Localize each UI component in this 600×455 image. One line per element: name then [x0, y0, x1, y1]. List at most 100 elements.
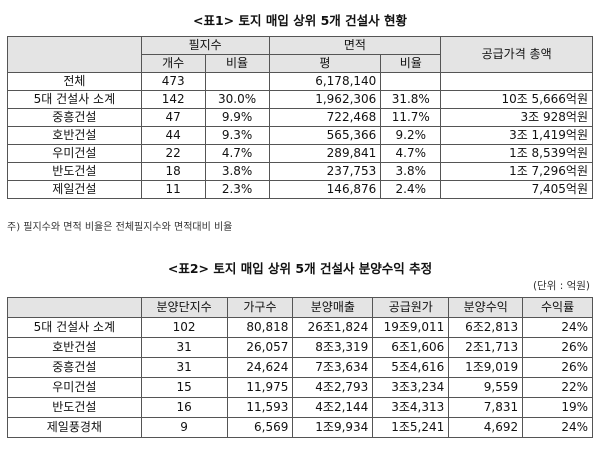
sales-cell: 4조2,144 — [292, 397, 374, 418]
table-row: 반도건설 18 3.8% 237,753 3.8% 1조 7,296억원 — [7, 162, 593, 181]
company-name-cell: 5대 건설사 소계 — [7, 317, 142, 338]
supply-price-cell: 3조 928억원 — [440, 108, 593, 127]
company-name-cell: 반도건설 — [7, 397, 142, 418]
profit-rate-cell: 26% — [522, 357, 593, 378]
parcel-ratio-cell: 9.3% — [204, 126, 270, 145]
company-name-cell: 제일건설 — [7, 180, 142, 199]
table-row: 호반건설 44 9.3% 565,366 9.2% 3조 1,419억원 — [7, 126, 593, 145]
supply-price-cell: 10조 5,666억원 — [440, 90, 593, 109]
supply-price-cell: 3조 1,419억원 — [440, 126, 593, 145]
parcel-count-cell: 473 — [140, 72, 206, 91]
header-cost: 공급원가 — [372, 297, 450, 318]
area-pyeong-cell: 146,876 — [268, 180, 382, 199]
area-pyeong-cell: 722,468 — [268, 108, 382, 127]
profit-rate-cell: 24% — [522, 417, 593, 438]
parcel-count-cell: 18 — [140, 162, 206, 181]
area-ratio-cell: 31.8% — [380, 90, 442, 109]
area-pyeong-cell: 1,962,306 — [268, 90, 382, 109]
household-count-cell: 80,818 — [226, 317, 294, 338]
profit-cell: 4,692 — [448, 417, 524, 438]
supply-price-cell: 7,405억원 — [440, 180, 593, 199]
cost-cell: 6조1,606 — [372, 337, 450, 358]
area-pyeong-cell: 6,178,140 — [268, 72, 382, 91]
household-count-cell: 11,593 — [226, 397, 294, 418]
company-name-cell: 전체 — [7, 72, 142, 91]
header-area-ratio: 비율 — [380, 54, 442, 73]
table-row: 중흥건설 47 9.9% 722,468 11.7% 3조 928억원 — [7, 108, 593, 127]
land-purchase-table: 필지수 면적 공급가격 총액 개수 비율 평 비율 전체 473 6,178,140… — [7, 36, 593, 199]
parcel-count-cell: 22 — [140, 144, 206, 163]
header-profit: 분양수익 — [448, 297, 524, 318]
table-row: 호반건설 31 26,057 8조3,319 6조1,606 2조1,713 26% — [7, 337, 593, 358]
area-pyeong-cell: 565,366 — [268, 126, 382, 145]
parcel-ratio-cell: 30.0% — [204, 90, 270, 109]
table-row: 우미건설 15 11,975 4조2,793 3조3,234 9,559 22% — [7, 377, 593, 398]
table1-title: <표1> 토지 매입 상위 5개 건설사 현황 — [193, 13, 407, 28]
company-name-cell: 제일풍경채 — [7, 417, 142, 438]
parcel-count-cell: 44 — [140, 126, 206, 145]
household-count-cell: 11,975 — [226, 377, 294, 398]
company-name-cell: 반도건설 — [7, 162, 142, 181]
unit-label: (단위 : 억원) — [532, 280, 590, 292]
parcel-count-cell: 47 — [140, 108, 206, 127]
area-ratio-cell — [380, 72, 442, 91]
header-sites: 분양단지수 — [140, 297, 228, 318]
table-row: 반도건설 16 11,593 4조2,144 3조4,313 7,831 19% — [7, 397, 593, 418]
sales-profit-table: 분양단지수 가구수 분양매출 공급원가 분양수익 수익률 5대 건설사 소계 102 80,8… — [7, 297, 593, 438]
sales-cell: 4조2,793 — [292, 377, 374, 398]
table-row: 우미건설 22 4.7% 289,841 4.7% 1조 8,539억원 — [7, 144, 593, 163]
area-ratio-cell: 3.8% — [380, 162, 442, 181]
table-subheader-row: 개수 비율 평 비율 — [8, 54, 593, 73]
header-ratio: 비율 — [204, 54, 270, 73]
table-row: 제일풍경채 9 6,569 1조9,934 1조5,241 4,692 24% — [7, 417, 593, 438]
site-count-cell: 31 — [140, 357, 228, 378]
table-row: 5대 건설사 소계 142 30.0% 1,962,306 31.8% 10조 5,666… — [7, 90, 593, 109]
profit-cell: 7,831 — [448, 397, 524, 418]
table-row: 제일건설 11 2.3% 146,876 2.4% 7,405억원 — [7, 180, 593, 199]
parcel-count-cell: 142 — [140, 90, 206, 109]
profit-cell: 6조2,813 — [448, 317, 524, 338]
sales-cell: 7조3,634 — [292, 357, 374, 378]
cost-cell: 19조9,011 — [372, 317, 450, 338]
sales-cell: 26조1,824 — [292, 317, 374, 338]
company-name-cell: 중흥건설 — [7, 357, 142, 378]
profit-cell: 1조9,019 — [448, 357, 524, 378]
sales-cell: 1조9,934 — [292, 417, 374, 438]
table2-body: 5대 건설사 소계 102 80,818 26조1,824 19조9,011 6조2,81… — [7, 317, 593, 438]
area-ratio-cell: 4.7% — [380, 144, 442, 163]
household-count-cell: 26,057 — [226, 337, 294, 358]
header-count: 개수 — [140, 54, 206, 73]
site-count-cell: 31 — [140, 337, 228, 358]
table-row: 중흥건설 31 24,624 7조3,634 5조4,616 1조9,019 26% — [7, 357, 593, 378]
header-pyeong: 평 — [268, 54, 382, 73]
parcel-ratio-cell — [204, 72, 270, 91]
header-supply-total: 공급가격 총액 — [440, 36, 593, 73]
table1-note: 주) 필지수와 면적 비율은 전체필지수와 면적대비 비율 — [7, 222, 233, 233]
household-count-cell: 6,569 — [226, 417, 294, 438]
parcel-ratio-cell: 3.8% — [204, 162, 270, 181]
site-count-cell: 9 — [140, 417, 228, 438]
area-ratio-cell: 11.7% — [380, 108, 442, 127]
profit-cell: 2조1,713 — [448, 337, 524, 358]
table-row: 전체 473 6,178,140 — [7, 72, 593, 91]
supply-price-cell: 1조 7,296억원 — [440, 162, 593, 181]
header-sales: 분양매출 — [292, 297, 374, 318]
supply-price-cell: 1조 8,539억원 — [440, 144, 593, 163]
table1-body: 전체 473 6,178,140 5대 건설사 소계 142 30.0% 1,962,306… — [7, 72, 593, 199]
area-ratio-cell: 2.4% — [380, 180, 442, 199]
profit-cell: 9,559 — [448, 377, 524, 398]
area-ratio-cell: 9.2% — [380, 126, 442, 145]
parcel-ratio-cell: 2.3% — [204, 180, 270, 199]
header-rate: 수익률 — [522, 297, 593, 318]
profit-rate-cell: 22% — [522, 377, 593, 398]
table-header-row: 필지수 면적 공급가격 총액 — [7, 36, 593, 73]
table-row: 5대 건설사 소계 102 80,818 26조1,824 19조9,011 6조2,81… — [7, 317, 593, 338]
parcel-count-cell: 11 — [140, 180, 206, 199]
site-count-cell: 15 — [140, 377, 228, 398]
supply-price-cell — [440, 72, 593, 91]
header-area: 면적 — [268, 36, 442, 55]
company-name-cell: 중흥건설 — [7, 108, 142, 127]
cost-cell: 1조5,241 — [372, 417, 450, 438]
header-parcels: 필지수 — [140, 36, 270, 55]
parcel-ratio-cell: 4.7% — [204, 144, 270, 163]
